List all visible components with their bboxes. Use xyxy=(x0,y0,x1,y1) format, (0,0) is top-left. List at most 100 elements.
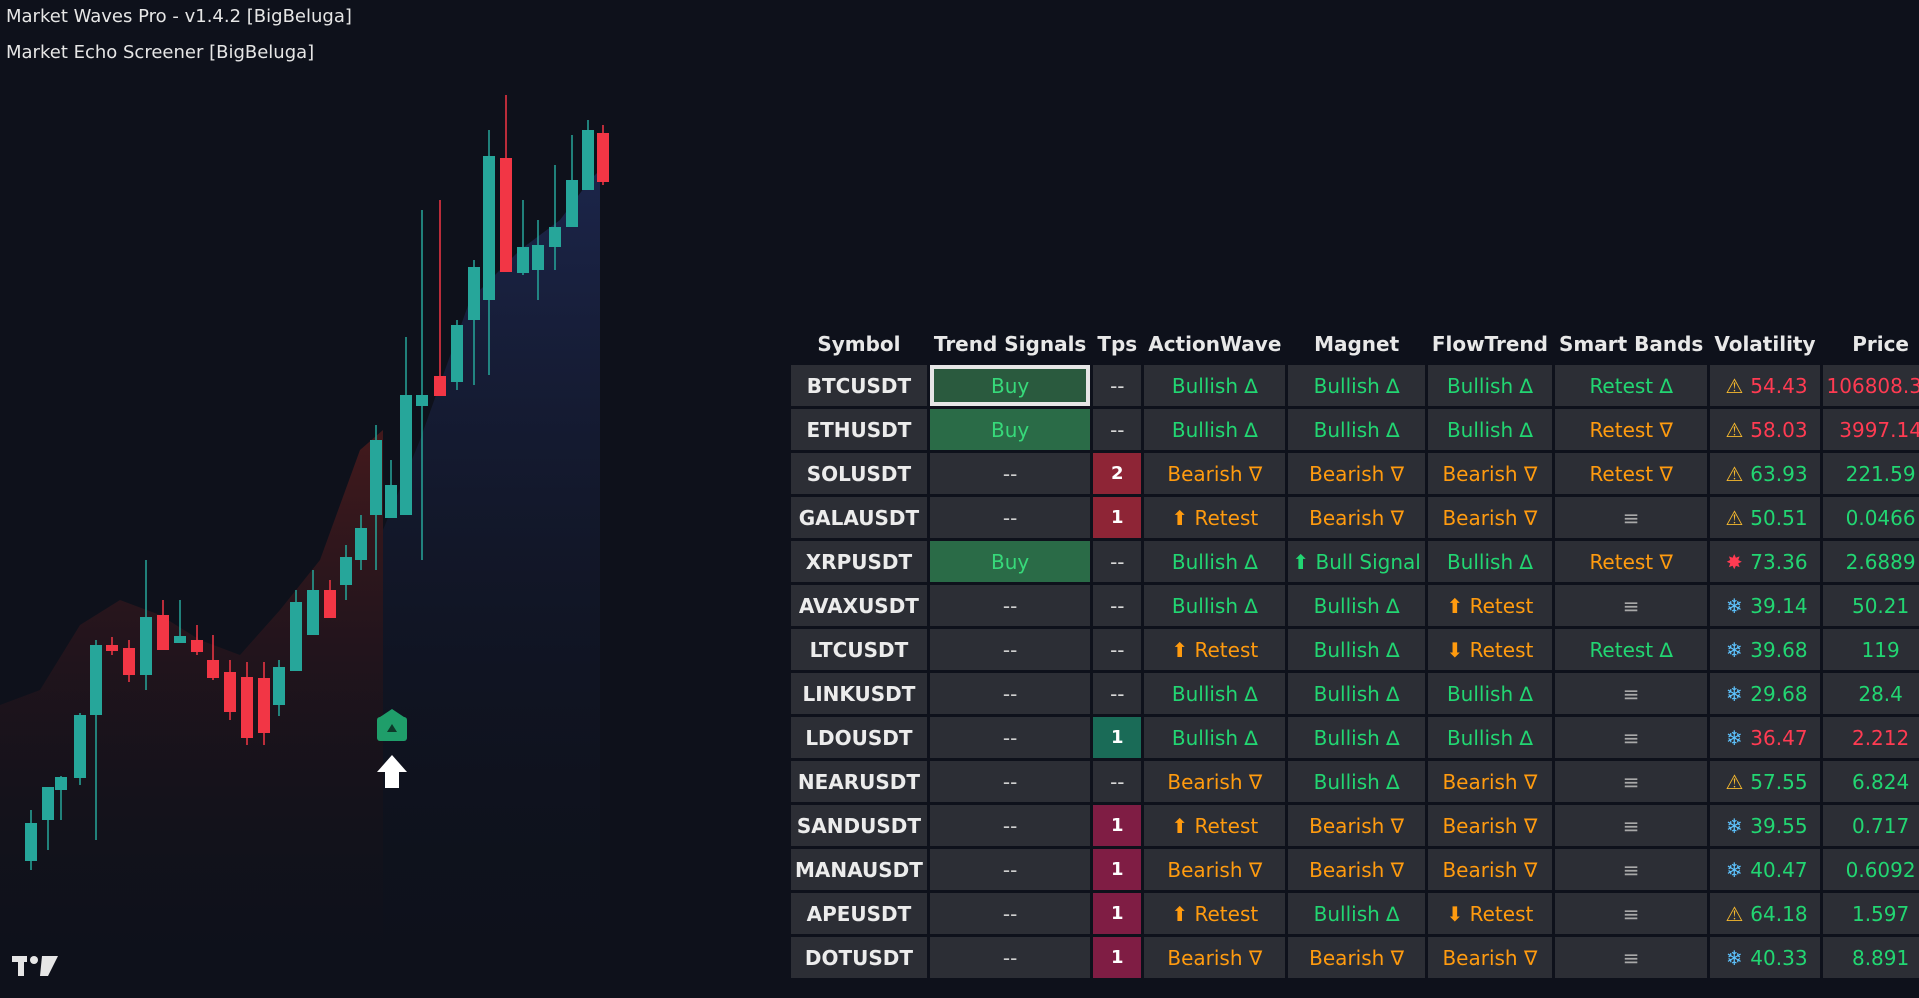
screener-row[interactable]: DOTUSDT -- 1 Bearish ∇ Bearish ∇ Bearish ∇ ≡ ❄ 4… xyxy=(791,937,1919,978)
candle-body xyxy=(582,130,594,190)
screener-row[interactable]: MANAUSDT -- 1 Bearish ∇ Bearish ∇ Bearish ∇ ≡ ❄… xyxy=(791,849,1919,890)
indicator-legend-market-waves[interactable]: Market Waves Pro - v1.4.2 [BigBeluga] xyxy=(6,6,352,27)
price-cell: 2.212 xyxy=(1822,717,1919,758)
candle xyxy=(582,120,594,190)
magnet-cell: ⬆ Bull Signal xyxy=(1288,541,1425,582)
trend-signal-cell[interactable]: Buy xyxy=(929,365,1091,406)
trend-signal-cell[interactable]: -- xyxy=(929,629,1091,670)
candle xyxy=(174,600,186,643)
screener-row[interactable]: XRPUSDT Buy -- Bullish ∆ ⬆ Bull Signal Bullis… xyxy=(791,541,1919,582)
actionwave-cell: ⬆ Retest xyxy=(1144,893,1286,934)
trend-signal-cell[interactable]: -- xyxy=(929,585,1091,626)
snowflake-icon: ❄ xyxy=(1725,593,1743,618)
flowtrend-cell: Bearish ∇ xyxy=(1427,453,1552,494)
volatility-value: 58.03 xyxy=(1750,417,1808,442)
bullish-wave-fill xyxy=(383,170,600,998)
symbol-cell[interactable]: DOTUSDT xyxy=(791,937,927,978)
trend-signal-cell[interactable]: Buy xyxy=(929,541,1091,582)
volatility-value: 73.36 xyxy=(1750,549,1808,574)
candle xyxy=(74,713,86,785)
screener-row[interactable]: NEARUSDT -- -- Bearish ∇ Bullish ∆ Bearish ∇ ≡… xyxy=(791,761,1919,802)
symbol-cell[interactable]: APEUSDT xyxy=(791,893,927,934)
smart-bands-cell: ≡ xyxy=(1555,805,1708,846)
trend-signal-cell[interactable]: -- xyxy=(929,453,1091,494)
screener-row[interactable]: GALAUSDT -- 1 ⬆ Retest Bearish ∇ Bearish ∇ ≡ ⚠ 5… xyxy=(791,497,1919,538)
symbol-cell[interactable]: ETHUSDT xyxy=(791,409,927,450)
symbol-cell[interactable]: LTCUSDT xyxy=(791,629,927,670)
price-cell: 28.4 xyxy=(1822,673,1919,714)
volatility-value: 54.43 xyxy=(1750,373,1808,398)
trend-signal-cell[interactable]: -- xyxy=(929,805,1091,846)
flowtrend-cell: ⬇ Retest xyxy=(1427,893,1552,934)
symbol-cell[interactable]: AVAXUSDT xyxy=(791,585,927,626)
candlestick-chart[interactable] xyxy=(0,0,790,998)
candle-body xyxy=(549,227,561,247)
price-cell: 50.21 xyxy=(1822,585,1919,626)
symbol-cell[interactable]: LINKUSDT xyxy=(791,673,927,714)
screener-row[interactable]: LDOUSDT -- 1 Bullish ∆ Bullish ∆ Bullish ∆ ≡ ❄ 3… xyxy=(791,717,1919,758)
candle-body xyxy=(25,823,37,861)
trend-signal-cell[interactable]: -- xyxy=(929,497,1091,538)
candle-body xyxy=(517,247,529,273)
candle-body xyxy=(400,395,412,515)
candle xyxy=(106,637,118,655)
screener-row[interactable]: BTCUSDT Buy -- Bullish ∆ Bullish ∆ Bullish ∆ R… xyxy=(791,365,1919,406)
candle-body xyxy=(370,440,382,515)
candle xyxy=(517,200,529,275)
tps-cell: -- xyxy=(1093,585,1142,626)
header-tps: Tps xyxy=(1097,332,1138,356)
candle-body xyxy=(174,636,186,643)
trend-signal-cell[interactable]: -- xyxy=(929,761,1091,802)
flowtrend-cell: Bullish ∆ xyxy=(1427,409,1552,450)
volatility-value: 39.68 xyxy=(1750,637,1808,662)
symbol-cell[interactable]: NEARUSDT xyxy=(791,761,927,802)
screener-row[interactable]: APEUSDT -- 1 ⬆ Retest Bullish ∆ ⬇ Retest ≡ ⚠ 64.… xyxy=(791,893,1919,934)
symbol-cell[interactable]: SOLUSDT xyxy=(791,453,927,494)
smart-bands-cell: Retest ∆ xyxy=(1555,365,1708,406)
symbol-cell[interactable]: XRPUSDT xyxy=(791,541,927,582)
screener-row[interactable]: LINKUSDT -- -- Bullish ∆ Bullish ∆ Bullish ∆ ≡… xyxy=(791,673,1919,714)
candle xyxy=(340,545,352,600)
trend-signal-cell[interactable]: -- xyxy=(929,937,1091,978)
trend-signal-cell[interactable]: -- xyxy=(929,849,1091,890)
tps-cell: -- xyxy=(1093,365,1142,406)
candle xyxy=(549,165,561,270)
symbol-cell[interactable]: GALAUSDT xyxy=(791,497,927,538)
candle xyxy=(90,640,102,840)
screener-row[interactable]: ETHUSDT Buy -- Bullish ∆ Bullish ∆ Bullish ∆ R… xyxy=(791,409,1919,450)
candle xyxy=(290,590,302,671)
actionwave-cell: Bullish ∆ xyxy=(1144,365,1286,406)
candle xyxy=(355,515,367,570)
trend-signal-cell[interactable]: Buy xyxy=(929,409,1091,450)
price-cell: 0.6092 xyxy=(1822,849,1919,890)
volatility-value: 39.55 xyxy=(1750,813,1808,838)
symbol-cell[interactable]: LDOUSDT xyxy=(791,717,927,758)
smart-bands-cell: ≡ xyxy=(1555,893,1708,934)
volatility-cell: ⚠ 64.18 xyxy=(1710,893,1820,934)
smart-bands-cell: ≡ xyxy=(1555,849,1708,890)
trend-signal-cell[interactable]: -- xyxy=(929,893,1091,934)
price-cell: 1.597 xyxy=(1822,893,1919,934)
screener-row[interactable]: AVAXUSDT -- -- Bullish ∆ Bullish ∆ ⬆ Retest ≡ ❄… xyxy=(791,585,1919,626)
smart-bands-cell: ≡ xyxy=(1555,717,1708,758)
candle-body xyxy=(416,395,428,406)
symbol-cell[interactable]: MANAUSDT xyxy=(791,849,927,890)
candle xyxy=(42,787,54,850)
indicator-legend-market-echo[interactable]: Market Echo Screener [BigBeluga] xyxy=(6,42,315,63)
smart-bands-cell: ≡ xyxy=(1555,585,1708,626)
screener-row[interactable]: LTCUSDT -- -- ⬆ Retest Bullish ∆ ⬇ Retest Rete… xyxy=(791,629,1919,670)
candles-group xyxy=(25,95,609,870)
screener-row[interactable]: SANDUSDT -- 1 ⬆ Retest Bearish ∇ Bearish ∇ ≡ ❄ 3… xyxy=(791,805,1919,846)
magnet-cell: Bullish ∆ xyxy=(1288,365,1425,406)
flowtrend-cell: Bearish ∇ xyxy=(1427,849,1552,890)
volatility-cell: ⚠ 54.43 xyxy=(1710,365,1820,406)
warning-icon: ⚠ xyxy=(1725,417,1744,442)
trend-signal-cell[interactable]: -- xyxy=(929,673,1091,714)
symbol-cell[interactable]: BTCUSDT xyxy=(791,365,927,406)
tps-cell: 1 xyxy=(1093,805,1142,846)
trend-signal-cell[interactable]: -- xyxy=(929,717,1091,758)
up-arrow-icon xyxy=(377,755,407,788)
symbol-cell[interactable]: SANDUSDT xyxy=(791,805,927,846)
magnet-cell: Bullish ∆ xyxy=(1288,409,1425,450)
screener-row[interactable]: SOLUSDT -- 2 Bearish ∇ Bearish ∇ Bearish ∇ Ret… xyxy=(791,453,1919,494)
